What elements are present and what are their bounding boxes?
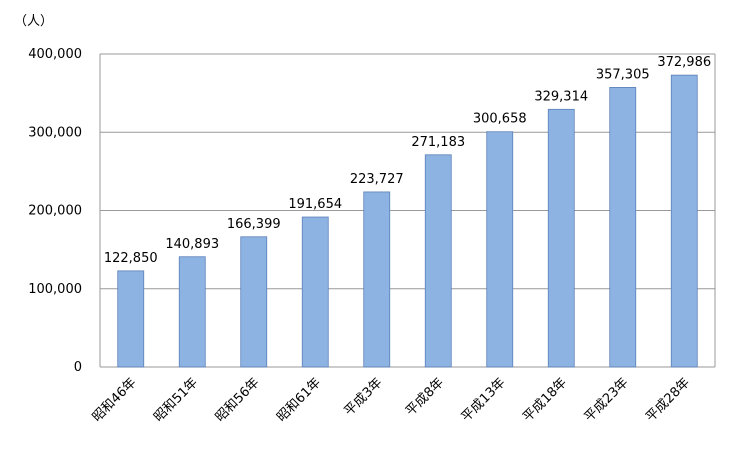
bar — [363, 191, 391, 368]
y-tick-label: 200,000 — [28, 204, 82, 219]
data-label: 122,850 — [104, 251, 158, 266]
data-label: 166,399 — [227, 217, 281, 232]
bar — [424, 154, 452, 368]
bar — [486, 131, 514, 368]
x-tick-label: 昭和61年 — [274, 375, 324, 425]
y-tick-label: 0 — [74, 360, 82, 375]
y-tick-label: 100,000 — [28, 282, 82, 297]
x-tick-label: 昭和51年 — [151, 375, 201, 425]
y-axis-unit-label: （人） — [14, 14, 54, 29]
bar — [240, 236, 268, 368]
x-tick-label: 平成18年 — [520, 375, 570, 425]
data-label: 140,893 — [165, 237, 219, 252]
x-tick-label: 昭和56年 — [213, 375, 263, 425]
x-tick-label: 平成3年 — [342, 375, 386, 419]
data-label: 372,986 — [657, 55, 711, 70]
x-tick-label: 平成23年 — [582, 375, 632, 425]
y-tick-label: 400,000 — [28, 47, 82, 62]
data-label: 329,314 — [534, 89, 588, 104]
bar — [609, 87, 637, 368]
x-axis-ticks: 昭和46年 昭和51年 昭和56年 昭和61年 平成3年 平成8年 平成13年 平成18年 平成… — [90, 375, 693, 425]
bars — [117, 74, 698, 368]
y-axis-ticks: 0 100,000 200,000 300,000 400,000 — [28, 47, 82, 375]
bar — [301, 216, 329, 368]
x-tick-label: 平成8年 — [403, 375, 447, 419]
bar — [670, 74, 698, 368]
data-labels: 122,850 140,893 166,399 191,654 223,727 271,1… — [104, 55, 711, 266]
bar — [117, 270, 145, 368]
bar — [178, 256, 206, 368]
data-label: 357,305 — [596, 67, 650, 82]
data-label: 191,654 — [288, 197, 342, 212]
x-tick-label: 昭和46年 — [90, 375, 140, 425]
y-tick-label: 300,000 — [28, 125, 82, 140]
data-label: 223,727 — [350, 172, 404, 187]
data-label: 271,183 — [411, 135, 465, 150]
data-label: 300,658 — [473, 112, 527, 127]
x-tick-label: 平成28年 — [643, 375, 693, 425]
bar — [547, 108, 575, 368]
x-tick-label: 平成13年 — [459, 375, 509, 425]
